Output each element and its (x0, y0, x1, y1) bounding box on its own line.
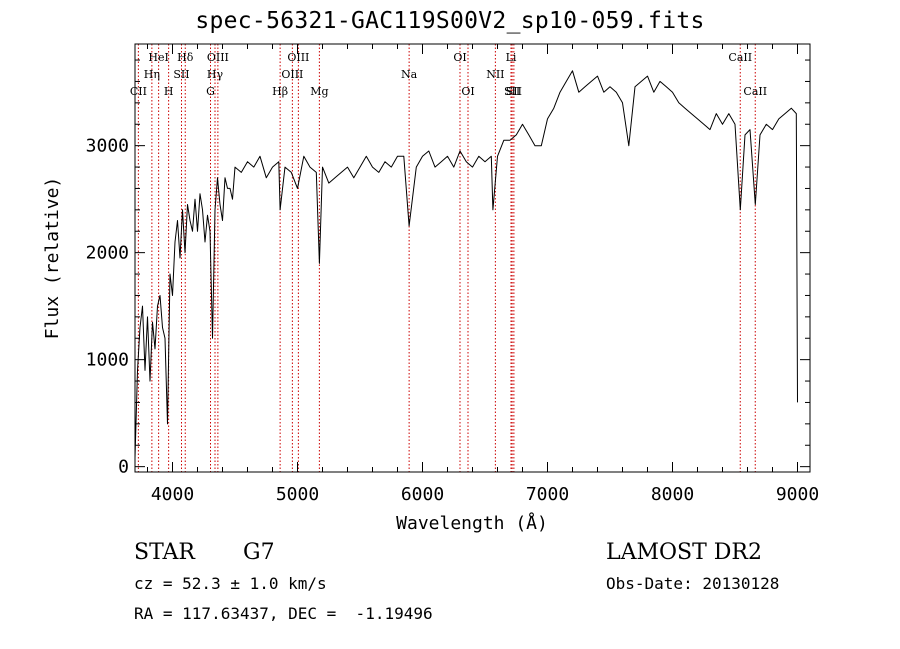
spectral-lines-layer (137, 44, 756, 472)
object-class: STAR (134, 540, 195, 565)
observation-date: Obs-Date: 20130128 (606, 574, 780, 593)
line-label-13: Na (401, 68, 418, 81)
line-label-5: Hδ (177, 51, 194, 64)
line-label-20: CaII (728, 51, 752, 64)
spectrum-trace-layer (134, 70, 798, 459)
spectrum-trace-0 (134, 70, 798, 459)
y-axis-label: Flux (relative) (42, 177, 63, 340)
object-subclass: G7 (243, 540, 275, 565)
line-label-4: SII (173, 68, 189, 81)
line-label-0: CII (130, 85, 147, 98)
line-label-12: Mg (310, 85, 328, 98)
line-label-6: G (206, 85, 215, 98)
line-label-16: NII (486, 68, 504, 81)
line-label-11: OIII (287, 51, 309, 64)
coordinates-readout: RA = 117.63437, DEC = -1.19496 (134, 604, 433, 623)
line-label-15: OI (461, 85, 474, 98)
x-tick-label: 7000 (526, 484, 569, 505)
line-label-9: Hβ (272, 85, 288, 98)
line-label-1: Hη (144, 68, 160, 81)
x-axis-label: Wavelength (Å) (396, 512, 548, 534)
survey-name: LAMOST DR2 (606, 540, 762, 565)
line-label-8: OIII (207, 51, 229, 64)
line-label-17: Li (506, 51, 517, 64)
x-tick-label: 4000 (151, 484, 194, 505)
y-tick-label: 3000 (86, 136, 129, 157)
line-label-3: H (164, 85, 174, 98)
chart-title: spec-56321-GAC119S00V2_sp10-059.fits (195, 8, 705, 34)
plot-frame (134, 43, 811, 473)
line-label-18: SII (504, 85, 520, 98)
line-label-7: Hγ (207, 68, 224, 81)
x-tick-label: 9000 (776, 484, 819, 505)
line-label-10: OIII (281, 68, 303, 81)
y-tick-label: 2000 (86, 243, 129, 264)
x-tick-label: 8000 (651, 484, 694, 505)
y-tick-label: 0 (118, 457, 129, 478)
line-labels-layer: CII Hη HeI H SII Hδ G Hγ OIII Hβ OIII OIII Mg Na OI OI N… (130, 51, 767, 98)
x-tick-label: 6000 (401, 484, 444, 505)
redshift-readout: cz = 52.3 ± 1.0 km/s (134, 574, 327, 593)
x-tick-label: 5000 (276, 484, 319, 505)
line-label-14: OI (453, 51, 466, 64)
line-label-2: HeI (148, 51, 168, 64)
y-tick-label: 1000 (86, 350, 129, 371)
line-label-21: CaII (743, 85, 767, 98)
line-label-19: SII (506, 85, 522, 98)
ticks-layer: 4000 5000 6000 7000 8000 9000 0 1000 2000 3000 (86, 44, 819, 505)
